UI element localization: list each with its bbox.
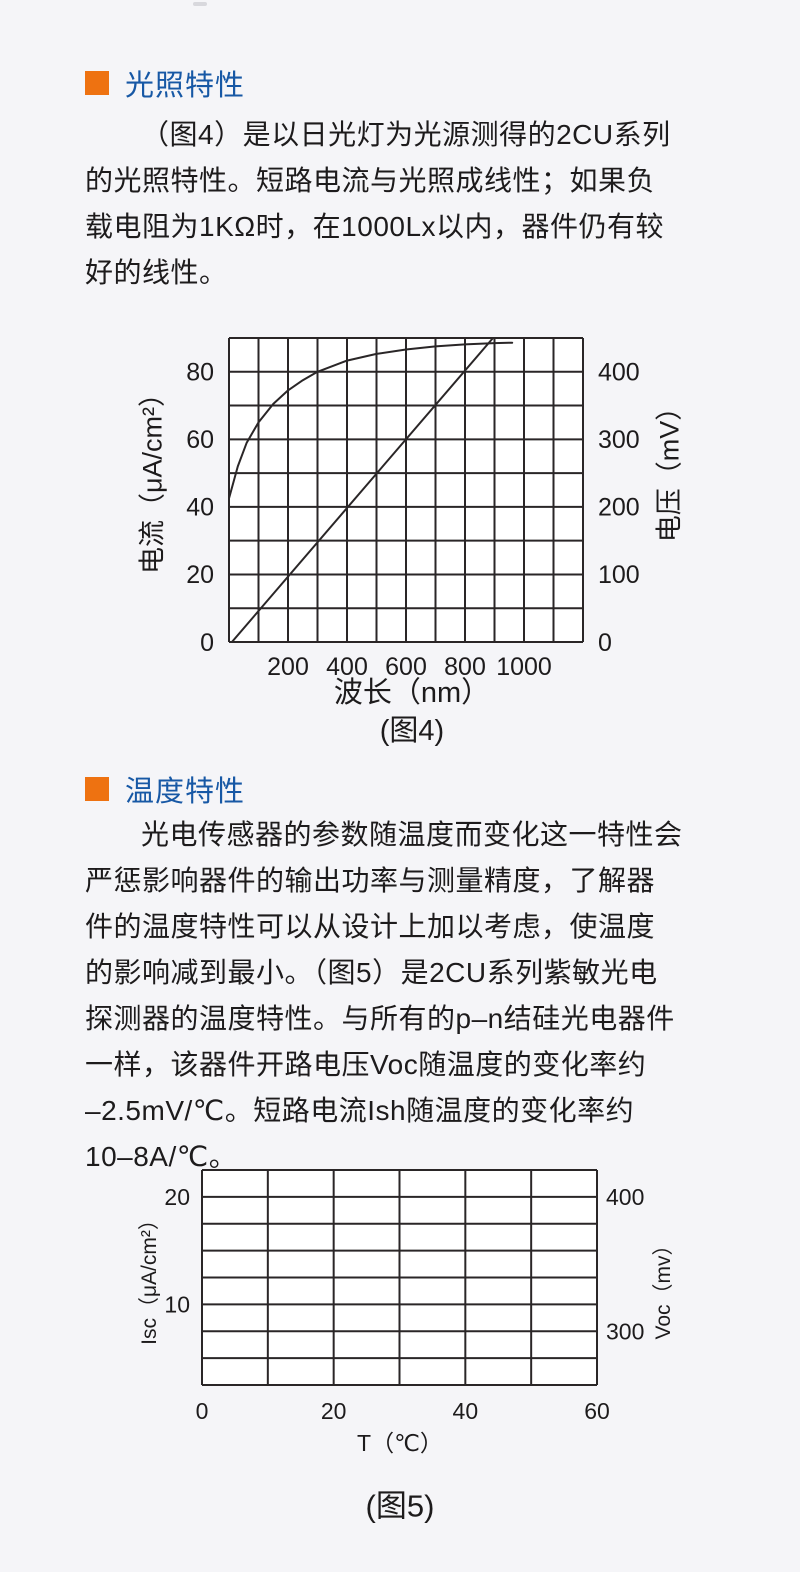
figure5-chart: 10 20 300 400 0 20 40 60	[164, 1169, 644, 1424]
paragraph-line: 严惩影响器件的输出功率与测量精度，了解器	[85, 865, 656, 896]
orange-square-bullet-icon	[85, 777, 109, 801]
y-right-tick-label: 400	[606, 1184, 644, 1210]
paragraph-line: 件的温度特性可以从设计上加以考虑，使温度	[85, 911, 656, 942]
y-left-tick-label: 20	[186, 561, 214, 589]
paragraph-line: 载电阻为1KΩ时，在1000Lx以内，器件仍有较	[85, 211, 665, 242]
y-right-tick-label: 300	[606, 1318, 644, 1344]
paragraph-temperature: 光电传感器的参数随温度而变化这一特性会 严惩影响器件的输出功率与测量精度，了解器…	[85, 812, 725, 1180]
paragraph-line: 探测器的温度特性。与所有的p–n结硅光电器件	[85, 1003, 675, 1034]
y-left-tick-label: 0	[200, 629, 214, 657]
y-right-tick-label: 0	[598, 629, 612, 657]
y-right-tick-label: 400	[598, 359, 640, 387]
paragraph-line: 的光照特性。短路电流与光照成线性；如果负	[85, 165, 656, 196]
y-right-tick-label: 100	[598, 561, 640, 589]
x-tick-label: 400	[326, 653, 368, 681]
section-heading-temperature: 温度特性	[85, 768, 245, 810]
fig4-caption: (图4)	[379, 715, 445, 747]
scroll-handle	[193, 2, 207, 6]
paragraph-line: 的影响减到最小。（图5）是2CU系列紫敏光电	[85, 957, 658, 988]
fig4-y-axis-right-title: 电压（mV）	[654, 393, 685, 543]
fig4-y-axis-left-title: 电流（μA/cm²）	[137, 379, 168, 575]
series-voltage-saturating-curve	[228, 341, 514, 500]
paragraph-line: 10–8A/℃。	[85, 1141, 238, 1172]
x-tick-label: 1000	[496, 653, 552, 681]
x-tick-label: 60	[584, 1398, 610, 1424]
y-left-tick-label: 80	[186, 359, 214, 387]
y-left-tick-label: 40	[186, 494, 214, 522]
paragraph-line: 光电传感器的参数随温度而变化这一特性会	[141, 819, 683, 850]
x-tick-label: 200	[267, 653, 309, 681]
paragraph-illumination: （图4）是以日光灯为光源测得的2CU系列 的光照特性。短路电流与光照成线性；如果…	[85, 112, 725, 296]
y-right-tick-label: 300	[598, 426, 640, 454]
series-current-linear-line	[230, 337, 494, 643]
fig5-x-axis-title: T（℃）	[357, 1430, 443, 1456]
x-tick-label: 800	[444, 653, 486, 681]
section-heading-illumination: 光照特性	[85, 62, 245, 104]
x-tick-label: 600	[385, 653, 427, 681]
fig5-y-axis-left-title: Isc（μA/cm²）	[138, 1209, 161, 1345]
fig5-caption: (图5)	[365, 1488, 435, 1524]
fig4-x-axis-title: 波长（nm）	[333, 677, 491, 709]
paragraph-line: 好的线性。	[85, 257, 228, 288]
x-tick-label: 20	[321, 1398, 347, 1424]
section-title: 光照特性	[125, 70, 246, 102]
section-title: 温度特性	[125, 776, 246, 808]
paragraph-line: （图4）是以日光灯为光源测得的2CU系列	[141, 119, 671, 150]
paragraph-line: –2.5mV/℃。短路电流Ish随温度的变化率约	[85, 1095, 635, 1126]
orange-square-bullet-icon	[85, 71, 109, 95]
x-tick-label: 0	[196, 1398, 209, 1424]
y-left-tick-label: 10	[164, 1291, 190, 1317]
y-right-tick-label: 200	[598, 494, 640, 522]
y-left-tick-label: 20	[164, 1184, 190, 1210]
paragraph-line: 一样，该器件开路电压Voc随温度的变化率约	[85, 1049, 647, 1080]
x-tick-label: 40	[453, 1398, 479, 1424]
y-left-tick-label: 60	[186, 426, 214, 454]
fig5-y-axis-right-title: Voc（mv）	[652, 1234, 675, 1340]
